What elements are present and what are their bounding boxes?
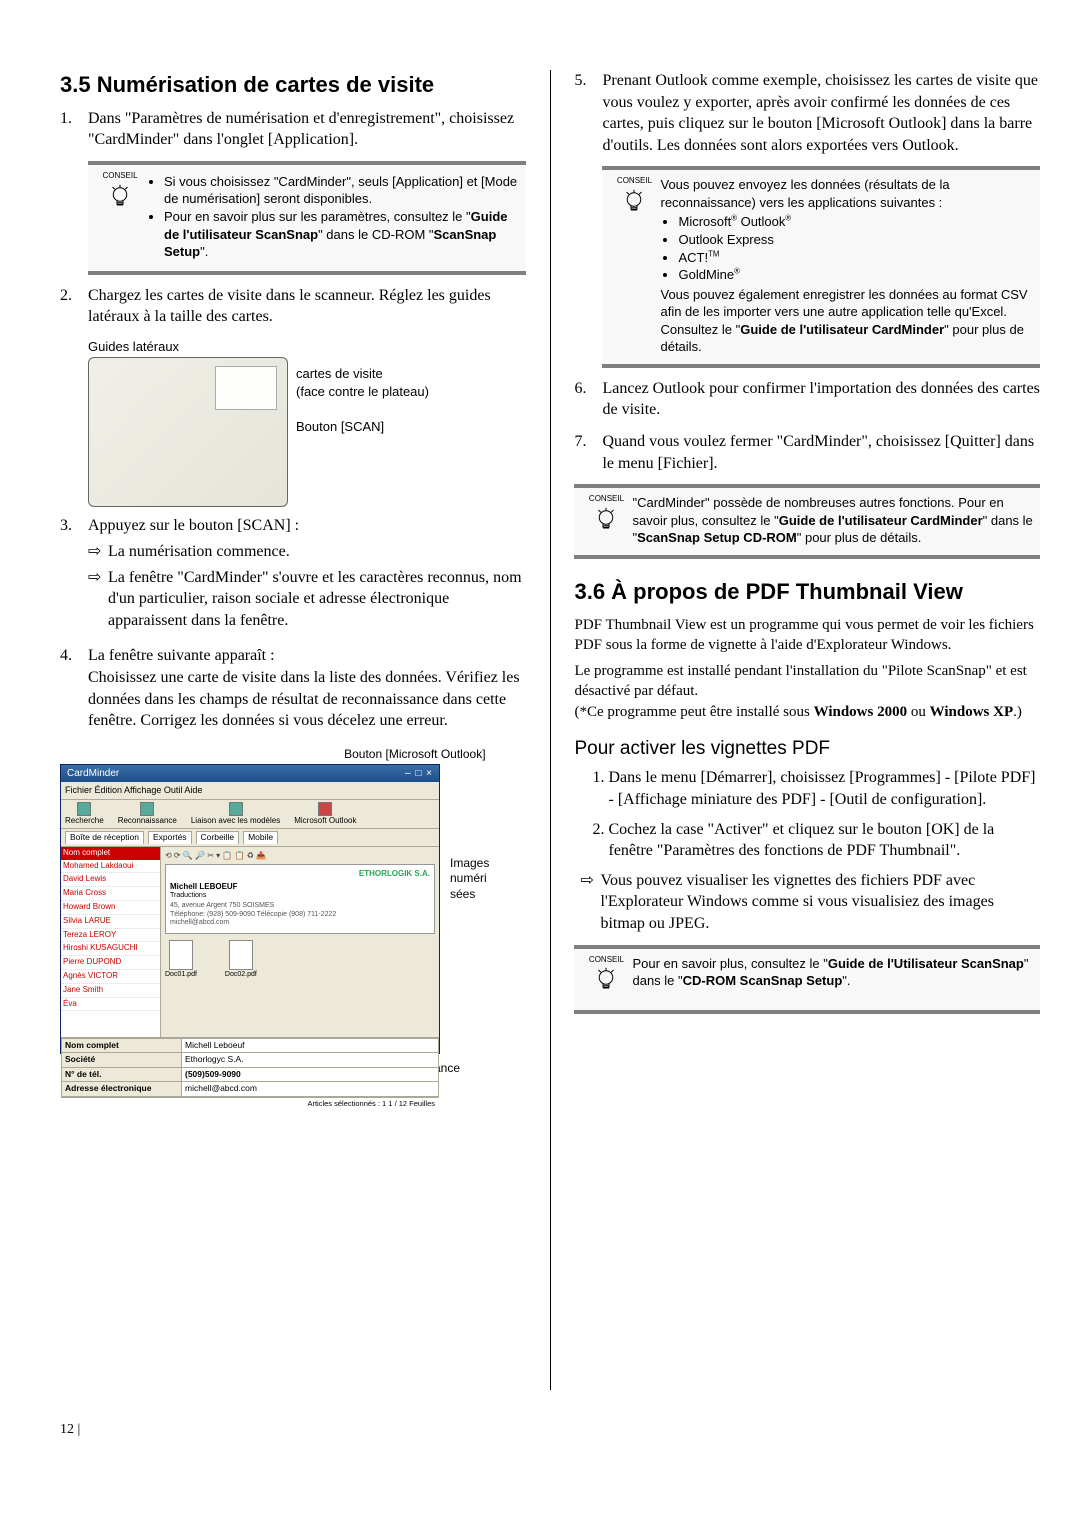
card-title: Traductions (170, 892, 430, 900)
business-card: ETHORLOGIK S.A. Michell LEBOEUF Traducti… (165, 864, 435, 934)
list-item[interactable]: Mohamed Lakdaoui (61, 860, 160, 874)
tip-label: CONSEIL (608, 176, 660, 187)
step-3-text: Appuyez sur le bouton [SCAN] : (88, 517, 299, 534)
card-details: 45, avenue Argent 750 SOISMES Téléphone:… (170, 902, 430, 927)
field-email[interactable]: michell@abcd.com (182, 1082, 439, 1096)
cardminder-figure: Bouton [Microsoft Outlook] CardMinder – … (60, 746, 526, 1076)
status-bar: Articles sélectionnés : 1 1 / 12 Feuille… (61, 1097, 439, 1110)
menu-bar[interactable]: Fichier Édition Affichage Outil Aide (61, 782, 439, 799)
lightbulb-icon (107, 184, 133, 214)
left-column: 3.5 Numérisation de cartes de visite 1. … (60, 70, 526, 1420)
tip2-app-oe: Outlook Express (678, 231, 1034, 249)
field-phone[interactable]: (509)509-9090 (182, 1067, 439, 1081)
step-7: 7. Quand vous voulez fermer "CardMinder"… (574, 431, 1040, 474)
column-divider (550, 70, 551, 1390)
step-6-text: Lancez Outlook pour confirmer l'importat… (602, 378, 1040, 421)
tip2-app-goldmine: GoldMine® (678, 266, 1034, 284)
step-1-text: Dans "Paramètres de numérisation et d'en… (88, 108, 526, 151)
step-4-text: La fenêtre suivante apparaît : (88, 647, 275, 664)
step-2-text: Chargez les cartes de visite dans le sca… (88, 285, 526, 328)
list-item[interactable]: Éva (61, 998, 160, 1012)
list-item[interactable]: Agnès VICTOR (61, 970, 160, 984)
step-3-result-1: La numérisation commence. (108, 541, 526, 563)
tabs: Boîte de réception Exportés Corbeille Mo… (61, 829, 439, 846)
list-item[interactable]: David Lewis (61, 873, 160, 887)
toolbar-outlook[interactable]: Microsoft Outlook (294, 802, 356, 827)
data-list: Nom complet Mohamed Lakdaoui David Lewis… (61, 847, 161, 1037)
toolbar-recognize[interactable]: Reconnaissance (118, 802, 177, 827)
list-header: Nom complet (61, 847, 160, 860)
page-number: 12 | (60, 1421, 80, 1440)
card-name: Michell LEBOEUF (170, 882, 430, 892)
cardminder-window: CardMinder – □ × Fichier Édition Afficha… (60, 764, 440, 1054)
step-6: 6. Lancez Outlook pour confirmer l'impor… (574, 378, 1040, 421)
tip-label: CONSEIL (94, 171, 146, 182)
toolbar: Recherche Reconnaissance Liaison avec le… (61, 800, 439, 830)
section-3-5-heading: 3.5 Numérisation de cartes de visite (60, 70, 526, 100)
lightbulb-icon (621, 189, 647, 219)
toolbar-link[interactable]: Liaison avec les modèles (191, 802, 280, 827)
tip-box-4: CONSEIL Pour en savoir plus, consultez l… (574, 945, 1040, 1014)
section-3-6-heading: 3.6 À propos de PDF Thumbnail View (574, 577, 1040, 607)
tip1-bullet2: Pour en savoir plus sur les paramètres, … (164, 208, 520, 261)
tip2-app-act: ACT!TM (678, 249, 1034, 267)
list-item[interactable]: Jane Smith (61, 984, 160, 998)
subsection-activate-heading: Pour activer les vignettes PDF (574, 736, 1040, 762)
step-2: 2. Chargez les cartes de visite dans le … (60, 285, 526, 328)
recognition-fields: Nom completMichell Leboeuf SociétéEthorl… (61, 1037, 439, 1097)
field-name[interactable]: Michell Leboeuf (182, 1038, 439, 1052)
list-item[interactable]: Tereza LEROY (61, 929, 160, 943)
section-3-6-p3: (*Ce programme peut être installé sous W… (574, 702, 1040, 722)
tab-inbox[interactable]: Boîte de réception (65, 831, 144, 843)
toolbar-search[interactable]: Recherche (65, 802, 104, 827)
step-4-paragraph: Choisissez une carte de visite dans la l… (88, 669, 520, 729)
step-7-text: Quand vous voulez fermer "CardMinder", c… (602, 431, 1040, 474)
tip-box-2: CONSEIL Vous pouvez envoyez les données … (602, 166, 1040, 367)
section-3-6-p1: PDF Thumbnail View est un programme qui … (574, 615, 1040, 656)
section-3-6-p2: Le programme est installé pendant l'inst… (574, 661, 1040, 702)
lightbulb-icon (593, 507, 619, 537)
activate-step-1: Dans le menu [Démarrer], choisissez [Pro… (608, 767, 1040, 810)
tab-exported[interactable]: Exportés (148, 831, 192, 843)
tip1-bullet1: Si vous choisissez "CardMinder", seuls [… (164, 173, 520, 208)
fig-caption-scanned-images: Images numéri sées (450, 856, 489, 903)
list-item[interactable]: Silvia LARUE (61, 915, 160, 929)
scanner-figure: Guides latéraux cartes de visite (face c… (88, 338, 526, 508)
tip-label: CONSEIL (580, 955, 632, 966)
fig-caption-guides: Guides latéraux (88, 338, 526, 356)
field-company[interactable]: Ethorlogyc S.A. (182, 1053, 439, 1067)
activate-step-2: Cochez la case "Activer" et cliquez sur … (608, 819, 1040, 862)
step-5: 5. Prenant Outlook comme exemple, choisi… (574, 70, 1040, 156)
thumb-1[interactable]: Doc01.pdf (165, 940, 197, 979)
window-title: CardMinder (67, 767, 119, 781)
right-column: 5. Prenant Outlook comme exemple, choisi… (574, 70, 1040, 1420)
tab-trash[interactable]: Corbeille (196, 831, 240, 843)
list-item[interactable]: Pierre DUPOND (61, 956, 160, 970)
activate-result: Vous pouvez visualiser les vignettes des… (600, 870, 1040, 935)
fig-caption-cards: cartes de visite (face contre le plateau… (296, 365, 429, 400)
list-item[interactable]: Hiroshi KUSAGUCHI (61, 942, 160, 956)
list-item[interactable]: Howard Brown (61, 901, 160, 915)
tab-mobile[interactable]: Mobile (243, 831, 278, 843)
card-preview: ⟲ ⟳ 🔍 🔎 ✂ ▾ 📋 📋 ♻ 📤 ETHORLOGIK S.A. Mich… (161, 847, 439, 1037)
list-item[interactable]: Maria Cross (61, 887, 160, 901)
step-3-result-2: La fenêtre "CardMinder" s'ouvre et les c… (108, 567, 526, 632)
tip-box-1: CONSEIL Si vous choisissez "CardMinder",… (88, 161, 526, 275)
step-4: 4. La fenêtre suivante apparaît : Choisi… (60, 645, 526, 731)
tip-box-3: CONSEIL "CardMinder" possède de nombreus… (574, 484, 1040, 559)
window-controls[interactable]: – □ × (405, 767, 433, 781)
tip2-app-outlook: Microsoft® Outlook® (678, 213, 1034, 231)
step-1: 1. Dans "Paramètres de numérisation et d… (60, 108, 526, 151)
card-company: ETHORLOGIK S.A. (170, 869, 430, 879)
tip2-intro: Vous pouvez envoyez les données (résulta… (660, 177, 949, 210)
fig-caption-outlook-button: Bouton [Microsoft Outlook] (60, 746, 526, 762)
scanner-illustration (88, 357, 288, 507)
step-5-text: Prenant Outlook comme exemple, choisisse… (602, 70, 1040, 156)
lightbulb-icon (593, 967, 619, 997)
thumb-2[interactable]: Doc02.pdf (225, 940, 257, 979)
tip-label: CONSEIL (580, 494, 632, 505)
fig-caption-scan-button: Bouton [SCAN] (296, 418, 429, 436)
step-3: 3. Appuyez sur le bouton [SCAN] : ⇨La nu… (60, 515, 526, 635)
